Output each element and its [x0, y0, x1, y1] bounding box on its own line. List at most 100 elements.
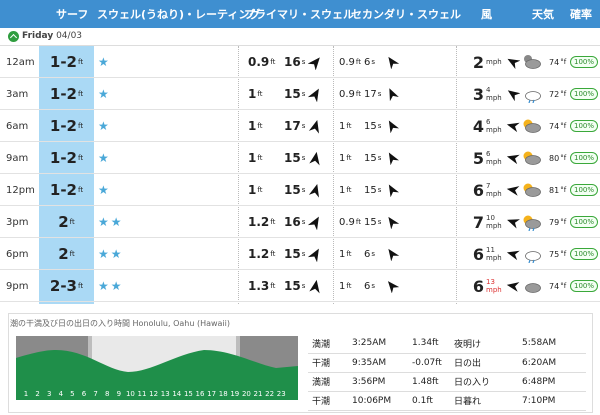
wind-gust: 4 mph: [486, 86, 506, 102]
temperature-unit: °f: [560, 282, 567, 290]
probability-badge: 100%: [570, 88, 599, 100]
surf-value: 1-2: [49, 53, 77, 71]
temperature-value: 74: [549, 121, 560, 131]
swell-rating-stars: ★★: [98, 215, 124, 229]
secondary-height-unit: ft: [346, 282, 352, 290]
wind-gust-value: 10: [486, 214, 495, 222]
probability: 100%: [570, 46, 599, 78]
primary-direction-arrow-icon: [308, 119, 320, 134]
probability: 100%: [570, 78, 599, 110]
table-row[interactable]: 9pm 2-3 ft ★★ 1.3 ft 15 s 1 ft 6 s 6 13 mph 74 °f 100%: [0, 270, 600, 302]
tide-time: 9:35AM: [348, 353, 408, 373]
time-label: 9am: [6, 152, 29, 164]
hour-tick-label: 19: [230, 390, 239, 398]
surf-value: 1-2: [49, 117, 77, 135]
header-probability: 確率: [570, 8, 592, 21]
sun-label: 日の入り: [448, 372, 516, 392]
wind-speed: 6 7 mph: [470, 174, 520, 206]
secondary-direction-arrow-icon: [388, 120, 399, 133]
primary-direction-arrow-icon: [308, 216, 319, 230]
secondary-swell-direction: [385, 78, 399, 110]
secondary-period-unit: s: [377, 122, 382, 130]
table-row[interactable]: 12pm 1-2 ft ★ 1 ft 15 s 1 ft 15 s 6 7 mph 81 °f 100%: [0, 174, 600, 206]
primary-swell-direction: [308, 174, 323, 206]
hour-tick-label: 22: [265, 390, 274, 398]
wind-direction-arrow-icon: [506, 282, 520, 292]
header-secondary-swell: セカンダリ・スウェル: [351, 8, 461, 21]
wind-gust-value: 6: [486, 150, 491, 158]
secondary-period-value: 15: [364, 184, 377, 196]
surf-unit: ft: [78, 58, 84, 66]
swell-rating-stars: ★★: [98, 279, 124, 293]
day-date: 04/03: [56, 31, 83, 41]
surf-height: 1-2 ft: [39, 78, 94, 110]
surf-value: 1-2: [49, 85, 77, 103]
table-row[interactable]: 6pm 2 ft ★★ 1.2 ft 15 s 1 ft 6 s 6 11 mph 75 °f 100%: [0, 238, 600, 270]
temperature-unit: °f: [560, 250, 567, 258]
wind-speed-value: 2: [472, 52, 484, 72]
primary-period-value: 16: [284, 215, 301, 229]
primary-swell-height: 1.3 ft: [248, 270, 275, 302]
day-row[interactable]: Friday 04/03: [0, 28, 600, 46]
secondary-height-unit: ft: [346, 122, 352, 130]
wind-speed: 7 10 mph: [470, 206, 520, 238]
primary-height-value: 1.3: [248, 279, 270, 293]
secondary-swell-direction: [385, 206, 399, 238]
sun-time: 7:10PM: [516, 391, 586, 411]
secondary-direction-arrow-icon: [388, 184, 399, 197]
hour-tick-label: 2: [35, 390, 39, 398]
table-row[interactable]: 9am 1-2 ft ★ 1 ft 15 s 1 ft 15 s 5 6 mph 80 °f 100%: [0, 142, 600, 174]
header-weather: 天気: [532, 8, 554, 21]
sun-time-row: 日の出 6:20AM: [448, 353, 586, 373]
primary-period-value: 15: [284, 151, 301, 165]
temperature-unit: °f: [560, 58, 567, 66]
temperature-value: 80: [549, 153, 560, 163]
temperature-value: 81: [549, 185, 560, 195]
table-row[interactable]: 12am 1-2 ft ★ 0.9 ft 16 s 0.9 ft 6 s 2 mph 74 °f 100%: [0, 46, 600, 78]
secondary-swell-direction: [385, 238, 399, 270]
tide-height: 0.1ft: [408, 391, 448, 411]
primary-swell-height: 1 ft: [248, 174, 262, 206]
primary-swell-direction: [308, 78, 323, 110]
secondary-period-unit: s: [371, 282, 376, 290]
weather-icon-cell: [519, 174, 543, 206]
temperature: 75 °f: [549, 238, 566, 270]
hour-tick-label: 4: [59, 390, 64, 398]
weather-icon-cell: [519, 110, 543, 142]
wind-direction-arrow-icon: [507, 219, 520, 229]
temperature-unit: °f: [560, 122, 567, 130]
secondary-swell-direction: [385, 110, 399, 142]
wind-unit: mph: [486, 222, 502, 230]
secondary-direction-arrow-icon: [388, 56, 399, 69]
tide-event-row: 干潮 9:35AM -0.07ft: [308, 353, 448, 373]
hour-tick-label: 9: [117, 390, 121, 398]
primary-height-unit: ft: [257, 154, 263, 162]
secondary-height-value: 1: [339, 184, 346, 196]
wind-speed: 3 4 mph: [470, 78, 520, 110]
temperature-value: 74: [549, 57, 560, 67]
wind-speed-value: 6: [472, 244, 484, 264]
table-row[interactable]: 3pm 2 ft ★★ 1.2 ft 16 s 0.9 ft 15 s 7 10 mph 79 °f 100%: [0, 206, 600, 238]
primary-period-value: 15: [284, 87, 301, 101]
primary-height-value: 1.2: [248, 247, 270, 261]
secondary-height-value: 0.9: [339, 56, 355, 68]
primary-direction-arrow-icon: [308, 56, 320, 70]
sun-time-row: 夜明け 5:58AM: [448, 334, 586, 354]
wind-unit: mph: [486, 58, 502, 66]
tide-event-row: 満潮 3:56PM 1.48ft: [308, 372, 448, 392]
secondary-direction-arrow-icon: [388, 152, 399, 165]
rain-cloud-icon: [525, 251, 541, 263]
hour-tick-label: 13: [161, 390, 170, 398]
primary-swell-direction: [308, 46, 323, 78]
primary-direction-arrow-icon: [308, 183, 320, 198]
probability-badge: 100%: [570, 56, 599, 68]
table-row[interactable]: 6am 1-2 ft ★ 1 ft 17 s 1 ft 15 s 4 6 mph 74 °f 100%: [0, 110, 600, 142]
secondary-swell-period: 15 s: [364, 142, 381, 174]
probability-badge: 100%: [570, 152, 599, 164]
surf-unit: ft: [69, 218, 75, 226]
secondary-period-unit: s: [377, 186, 382, 194]
collapse-icon[interactable]: [8, 31, 19, 42]
table-row[interactable]: 3am 1-2 ft ★ 1 ft 15 s 0.9 ft 17 s 3 4 mph 72 °f 100%: [0, 78, 600, 110]
secondary-period-value: 15: [364, 216, 377, 228]
probability: 100%: [570, 270, 599, 302]
